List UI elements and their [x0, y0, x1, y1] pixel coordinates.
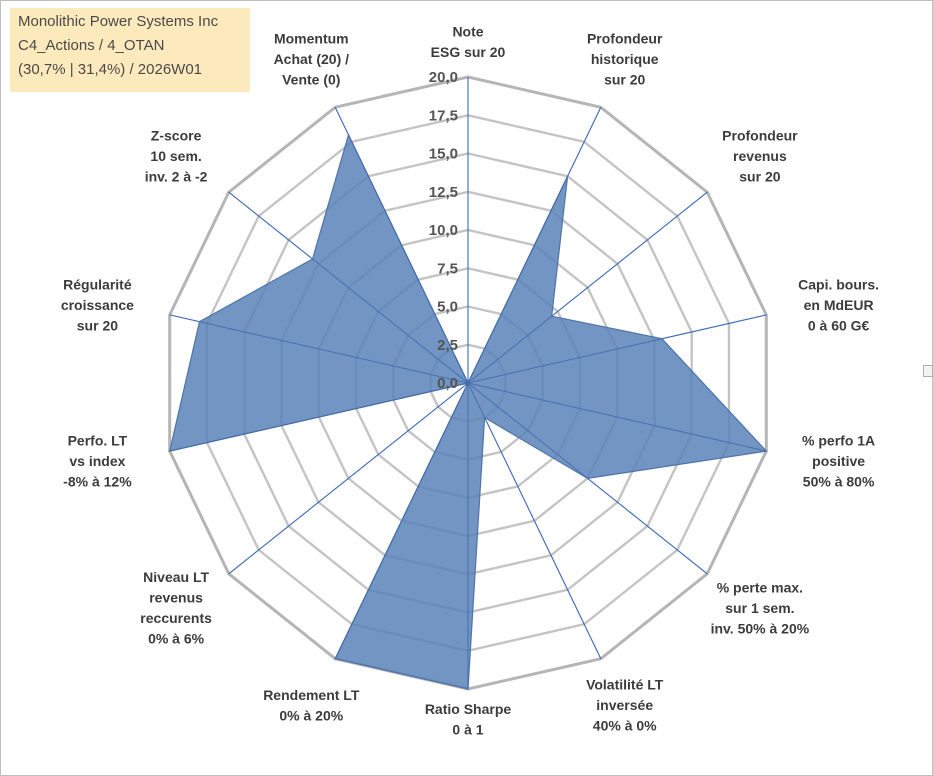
- radial-tick-labels: 0,0 2,5 5,0 7,5 10,0 12,5 15,0 17,5 20,0: [429, 69, 458, 392]
- axis-spoke-overlay: [467, 191, 708, 384]
- data-point: [566, 175, 569, 177]
- data-point: [586, 477, 589, 480]
- axis-label-line: Note: [452, 24, 483, 40]
- company-name: Monolithic Power Systems Inc: [18, 13, 219, 30]
- axis-label-line: 0 à 1: [452, 722, 483, 738]
- axis-spoke-overlay: [467, 107, 602, 384]
- axis-spoke-overlay: [467, 314, 767, 384]
- axis-label-line: sur 20: [604, 71, 645, 87]
- data-point: [198, 320, 201, 323]
- performance-stats: (30,7% | 31,4%) / 2026W01: [18, 61, 202, 78]
- axis-label-line: 50% à 80%: [803, 474, 875, 490]
- axis-label: Profondeur revenus sur 20: [722, 128, 798, 185]
- axis-label-line: sur 1 sem.: [725, 600, 794, 616]
- data-point: [765, 450, 768, 452]
- axis-label: Profondeur historique sur 20: [587, 30, 663, 87]
- radial-tick-label: 12,5: [429, 184, 458, 201]
- axis-spoke-overlay: [228, 382, 469, 575]
- axis-label-line: historique: [591, 51, 659, 67]
- axis-label-line: 0 à 60 G€: [808, 317, 870, 333]
- axis-label-line: Niveau LT: [143, 569, 209, 585]
- axis-label-line: Profondeur: [722, 128, 798, 144]
- axis-label: Volatilité LT inversée 40% à 0%: [586, 677, 664, 734]
- axis-label-line: Vente (0): [282, 71, 340, 87]
- radial-tick-label: 10,0: [429, 222, 458, 239]
- axis-label: % perte max. sur 1 sem. inv. 50% à 20%: [711, 579, 810, 636]
- axis-label: Note ESG sur 20: [431, 24, 506, 61]
- axis-label-line: % perte max.: [717, 579, 803, 595]
- data-point: [347, 134, 350, 136]
- axis-spoke-overlay: [334, 382, 469, 659]
- data-point: [550, 315, 553, 318]
- radial-tick-label: 5,0: [437, 299, 458, 316]
- radial-tick-label: 20,0: [429, 69, 458, 86]
- axis-labels: Note ESG sur 20 Profondeur historique sur 20…: [61, 24, 879, 738]
- data-point: [467, 688, 469, 690]
- axis-spoke-overlay: [228, 191, 469, 384]
- axis-label-line: Momentum: [274, 30, 349, 46]
- axis-label-line: Volatilité LT: [586, 677, 664, 693]
- axis-label-line: croissance: [61, 297, 134, 313]
- axis-label-line: vs index: [69, 453, 125, 469]
- radar-series: [168, 77, 768, 690]
- axis-spoke-overlay: [467, 382, 767, 452]
- axis-label-line: 40% à 0%: [593, 718, 657, 734]
- data-point: [467, 382, 469, 384]
- axis-label-line: positive: [812, 453, 865, 469]
- axis-label-line: revenus: [149, 590, 203, 606]
- axis-label-line: revenus: [733, 148, 787, 164]
- axis-label: Rendement LT 0% à 20%: [263, 687, 360, 724]
- info-box: Monolithic Power Systems Inc C4_Actions …: [10, 8, 250, 92]
- axis-label-line: sur 20: [77, 317, 118, 333]
- axis-label-line: Ratio Sharpe: [425, 701, 512, 717]
- portfolio-name: C4_Actions / 4_OTAN: [18, 37, 165, 54]
- axis-label: Perfo. LT vs index -8% à 12%: [63, 433, 132, 490]
- radial-tick-label: 0,0: [437, 375, 458, 392]
- radial-tick-label: 15,0: [429, 146, 458, 163]
- scroll-handle[interactable]: [923, 365, 933, 377]
- axis-spoke-overlay: [334, 107, 469, 384]
- data-point: [661, 337, 663, 340]
- data-point: [311, 258, 314, 260]
- axis-label-line: -8% à 12%: [63, 474, 132, 490]
- axis-label-line: en MdEUR: [804, 297, 874, 313]
- axis-label: Momentum Achat (20) / Vente (0): [274, 30, 350, 87]
- axis-label: Niveau LT revenus reccurents 0% à 6%: [140, 569, 212, 647]
- axis-label-line: sur 20: [739, 169, 780, 185]
- axis-label-line: inv. 50% à 20%: [711, 620, 810, 636]
- axis-label: Régularité croissance sur 20: [61, 276, 134, 333]
- axis-label: Z-score 10 sem. inv. 2 à -2: [145, 128, 208, 185]
- axis-spoke-overlay: [169, 382, 469, 452]
- data-point: [334, 657, 337, 660]
- radial-tick-label: 17,5: [429, 107, 458, 124]
- axis-spoke-overlay: [467, 382, 602, 659]
- axis-label-line: 0% à 6%: [148, 631, 205, 647]
- data-point: [483, 416, 486, 419]
- axis-label-line: Rendement LT: [263, 687, 360, 703]
- axis-label-line: inv. 2 à -2: [145, 169, 208, 185]
- axis-label-line: Régularité: [63, 276, 132, 292]
- axis-label-line: 0% à 20%: [279, 708, 343, 724]
- axis-label-line: reccurents: [140, 610, 212, 626]
- data-point: [168, 450, 171, 452]
- axis-label-line: ESG sur 20: [431, 44, 506, 60]
- axis-label-line: inversée: [596, 697, 653, 713]
- axis-label-line: Profondeur: [587, 30, 663, 46]
- axis-spoke-overlay: [169, 314, 469, 384]
- radial-tick-label: 2,5: [437, 337, 458, 354]
- axis-label-line: Perfo. LT: [68, 433, 128, 449]
- axis-label: % perfo 1A positive 50% à 80%: [802, 433, 875, 490]
- axis-label-line: Z-score: [151, 128, 202, 144]
- radial-tick-label: 7,5: [437, 260, 458, 277]
- axis-label-line: Achat (20) /: [274, 51, 350, 67]
- axis-label-line: 10 sem.: [150, 148, 201, 164]
- axis-label: Ratio Sharpe 0 à 1: [425, 701, 512, 738]
- axis-label: Capi. bours. en MdEUR 0 à 60 G€: [798, 276, 879, 333]
- axis-label-line: % perfo 1A: [802, 433, 875, 449]
- axis-label-line: Capi. bours.: [798, 276, 879, 292]
